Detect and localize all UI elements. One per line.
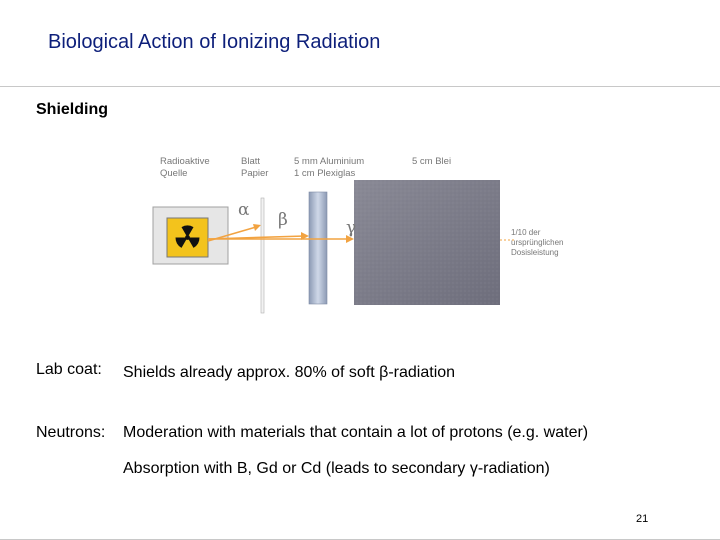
- section-heading: Shielding: [36, 101, 108, 118]
- lead-block: [354, 180, 500, 305]
- alpha-symbol: α: [238, 200, 250, 220]
- beta-arrowhead: [301, 232, 309, 240]
- paper-sheet: [260, 197, 265, 314]
- lab-coat-label: Lab coat:: [36, 361, 102, 378]
- gamma-arrowhead: [346, 235, 354, 243]
- source-label: Radioaktive Quelle: [160, 156, 210, 179]
- alpha-arrowhead: [253, 224, 261, 231]
- aluminium-label: 5 mm Aluminium 1 cm Plexiglas: [294, 156, 365, 179]
- title-divider: [0, 86, 720, 87]
- shielding-diagram: [152, 180, 515, 314]
- radioactive-source: [152, 206, 229, 265]
- slide-title: Biological Action of Ionizing Radiation: [48, 31, 381, 53]
- neutrons-absorption-text: Absorption with B, Gd or Cd (leads to se…: [123, 460, 550, 477]
- paper-label: Blatt Papier: [241, 156, 269, 179]
- lead-label: 5 cm Blei: [412, 156, 452, 167]
- radiation-trefoil-icon: [175, 225, 200, 248]
- lab-coat-text: Shields already approx. 80% of soft β-ra…: [123, 364, 456, 381]
- neutrons-label: Neutrons:: [36, 424, 106, 441]
- dose-label: 1/10 der ursprünglichen Dosisleistung: [511, 228, 564, 257]
- gamma-symbol: γ: [346, 218, 357, 238]
- aluminium-plate: [308, 191, 328, 305]
- beta-symbol: β: [278, 210, 288, 230]
- shielding-figure: Radioaktive Quelle Blatt Papier 5 mm Alu…: [140, 150, 580, 320]
- page-number: 21: [636, 513, 649, 525]
- neutrons-moderation-text: Moderation with materials that contain a…: [123, 424, 589, 441]
